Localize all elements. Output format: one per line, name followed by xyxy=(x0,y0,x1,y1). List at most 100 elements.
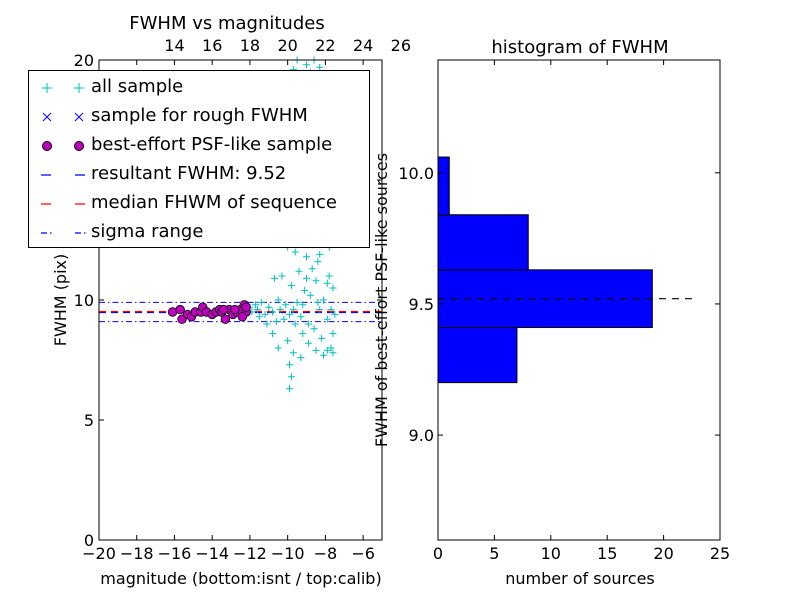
all-sample-point xyxy=(278,272,286,280)
legend-item-median-fwhm: median FHWM of sequence xyxy=(29,191,369,215)
x-tick-label: 20 xyxy=(653,544,673,563)
all-sample-point xyxy=(269,308,277,316)
all-sample-point xyxy=(286,385,294,393)
psf-sample-point xyxy=(218,304,229,315)
all-sample-point xyxy=(304,339,312,347)
all-sample-point xyxy=(272,318,280,326)
histogram-bar xyxy=(437,156,450,216)
legend: all sample sample for rough FWHM best-ef… xyxy=(28,70,370,248)
all-sample-point xyxy=(306,291,314,299)
all-sample-point xyxy=(312,346,320,354)
x-tick-label: −20 xyxy=(82,544,116,563)
x-tick-label: −6 xyxy=(351,544,375,563)
top-x-tick-label: 22 xyxy=(315,36,335,55)
histogram-bar xyxy=(437,327,518,384)
x-tick-label: −18 xyxy=(120,544,154,563)
left-y-axis-label: FWHM (pix) xyxy=(51,254,70,347)
all-sample-point xyxy=(329,330,337,338)
top-x-tick-label: 24 xyxy=(353,36,373,55)
all-sample-point xyxy=(265,303,273,311)
all-sample-point xyxy=(304,320,312,328)
right-plot-marks xyxy=(437,156,695,384)
all-sample-point xyxy=(329,349,337,357)
all-sample-point xyxy=(320,296,328,304)
legend-item-psf-sample: best-effort PSF-like sample xyxy=(29,133,369,157)
legend-label: best-effort PSF-like sample xyxy=(91,134,333,155)
top-x-tick-label: 16 xyxy=(202,36,222,55)
legend-label: median FHWM of sequence xyxy=(91,192,337,213)
circle-marker-icon xyxy=(42,141,84,151)
all-sample-point xyxy=(318,334,326,342)
all-sample-point xyxy=(282,301,290,309)
all-sample-point xyxy=(289,349,297,357)
legend-item-all-sample: all sample xyxy=(29,75,369,99)
all-sample-point xyxy=(323,315,331,323)
all-sample-point xyxy=(314,298,322,306)
top-x-tick-label: 18 xyxy=(240,36,260,55)
all-sample-point xyxy=(323,279,331,287)
all-sample-point xyxy=(316,306,324,314)
all-sample-point xyxy=(261,310,269,318)
y-tick-label: 10.0 xyxy=(398,164,434,183)
all-sample-point xyxy=(263,320,271,328)
all-sample-point xyxy=(331,310,339,318)
right-x-axis-label: number of sources xyxy=(505,569,655,588)
y-tick-label: 9.0 xyxy=(409,426,434,445)
all-sample-point xyxy=(312,277,320,285)
y-tick-label: 9.5 xyxy=(409,295,434,314)
all-sample-point xyxy=(284,337,292,345)
all-sample-point xyxy=(257,298,265,306)
all-sample-point xyxy=(293,298,301,306)
all-sample-point xyxy=(329,284,337,292)
legend-label: resultant FWHM: 9.52 xyxy=(91,163,287,184)
legend-item-resultant-fwhm: resultant FWHM: 9.52 xyxy=(29,162,369,186)
psf-sample-point xyxy=(237,312,248,322)
left-x-axis-label: magnitude (bottom:isnt / top:calib) xyxy=(100,569,381,588)
all-sample-point xyxy=(316,63,324,71)
right-chart: histogram of FWHM 0 5 10 15 20 25 9.0 9.5 10.0 n… xyxy=(372,37,730,588)
all-sample-point xyxy=(276,306,284,314)
all-sample-point xyxy=(270,274,278,282)
all-sample-point xyxy=(323,346,331,354)
all-sample-point xyxy=(314,258,322,266)
all-sample-point xyxy=(308,265,316,273)
right-y-axis-label: FWHM of best-effort PSF-like sources xyxy=(372,153,391,447)
all-sample-point xyxy=(310,325,318,333)
y-tick-label: 5 xyxy=(84,411,94,430)
left-axis-ticks: −20 −18 −16 −14 −12 −10 −8 −6 14 16 18 20 22 24 26 0 5 10… xyxy=(74,36,411,563)
all-sample-point xyxy=(289,306,297,314)
psf-sample-point xyxy=(241,302,251,312)
all-sample-point xyxy=(301,286,309,294)
x-tick-label: −10 xyxy=(271,544,305,563)
top-x-tick-label: 14 xyxy=(164,36,184,55)
legend-label: sigma range xyxy=(91,221,204,242)
y-tick-label: 10 xyxy=(74,291,94,310)
all-sample-point xyxy=(287,373,295,381)
histogram-bar xyxy=(437,214,529,271)
all-sample-point xyxy=(303,61,311,69)
all-sample-point xyxy=(291,248,299,256)
x-tick-label: −14 xyxy=(195,544,229,563)
x-tick-label: −8 xyxy=(314,544,338,563)
all-sample-point xyxy=(274,344,282,352)
all-sample-point xyxy=(297,354,305,362)
x-tick-label: 25 xyxy=(710,544,730,563)
legend-item-rough-sample: sample for rough FWHM xyxy=(29,104,369,128)
x-tick-label: 10 xyxy=(541,544,561,563)
all-sample-point xyxy=(286,310,294,318)
psf-sample-point xyxy=(175,304,185,315)
x-tick-label: 15 xyxy=(597,544,617,563)
all-sample-point xyxy=(280,315,288,323)
x-tick-label: −16 xyxy=(158,544,192,563)
all-sample-point xyxy=(327,306,335,314)
x-marker-icon xyxy=(42,112,84,122)
all-sample-point xyxy=(255,313,263,321)
dashed-line-icon xyxy=(41,174,85,176)
psf-sample-point xyxy=(220,314,231,324)
left-chart-title: FWHM vs magnitudes xyxy=(129,13,324,34)
x-tick-label: 0 xyxy=(433,544,443,563)
all-sample-point xyxy=(299,301,307,309)
all-sample-point xyxy=(287,282,295,290)
legend-item-sigma-range: sigma range xyxy=(29,220,369,244)
top-x-tick-label: 20 xyxy=(277,36,297,55)
